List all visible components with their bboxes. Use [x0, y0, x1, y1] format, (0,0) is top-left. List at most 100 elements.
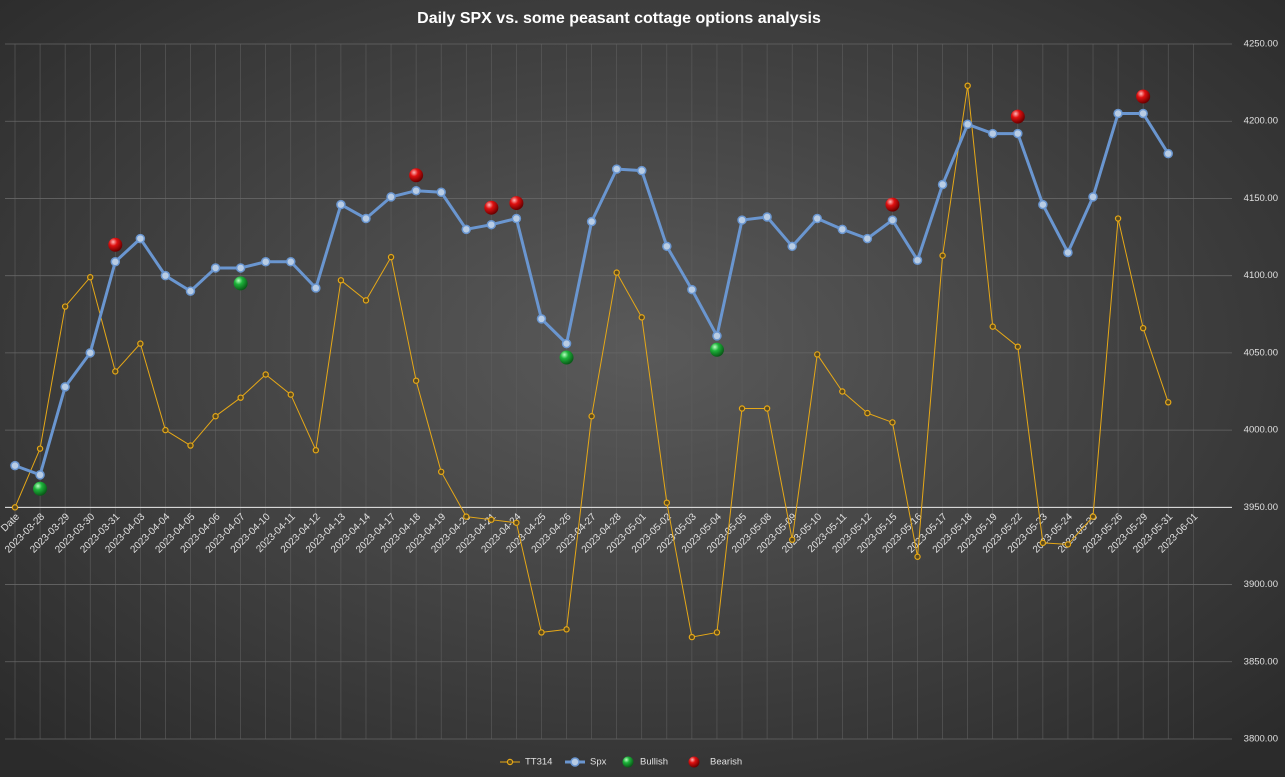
- point: [1165, 399, 1172, 406]
- point: [812, 213, 822, 224]
- y-tick-label: 4000.00: [1244, 425, 1278, 436]
- point: [237, 394, 244, 401]
- series-tt314: [11, 82, 1172, 641]
- legend-label: TT314: [525, 757, 552, 768]
- point: [937, 179, 948, 190]
- point: [463, 513, 470, 520]
- point: [436, 187, 446, 198]
- point: [35, 470, 45, 480]
- series-bearish: [108, 89, 1151, 252]
- point: [788, 536, 796, 543]
- point: [484, 200, 499, 215]
- point: [662, 241, 672, 252]
- point: [989, 323, 996, 330]
- point: [611, 164, 622, 174]
- point: [85, 348, 95, 358]
- point: [864, 409, 871, 417]
- point: [1014, 343, 1022, 350]
- point: [409, 168, 424, 183]
- y-tick-label: 4050.00: [1244, 347, 1278, 358]
- point: [964, 82, 971, 89]
- point: [563, 626, 570, 633]
- point: [1138, 108, 1148, 119]
- point: [885, 197, 900, 212]
- legend-label: Spx: [590, 757, 607, 768]
- point: [912, 255, 923, 265]
- point: [987, 128, 998, 139]
- point: [1039, 539, 1047, 547]
- legend-label: Bullish: [640, 757, 668, 768]
- point: [412, 377, 420, 384]
- point: [1038, 199, 1048, 210]
- point: [312, 446, 320, 454]
- point: [737, 215, 747, 225]
- y-tick-label: 4250.00: [1244, 39, 1278, 50]
- point: [488, 516, 495, 523]
- y-tick-label: 3800.00: [1244, 734, 1278, 745]
- point: [87, 274, 94, 281]
- point: [511, 213, 522, 224]
- point: [1113, 108, 1123, 119]
- point: [613, 269, 620, 276]
- point: [10, 460, 20, 471]
- point: [108, 237, 123, 252]
- point: [387, 253, 395, 261]
- point: [286, 257, 296, 267]
- point: [814, 351, 821, 358]
- point: [262, 371, 269, 378]
- point: [1163, 148, 1173, 159]
- point: [559, 350, 574, 365]
- legend-marker: [506, 758, 514, 766]
- point: [709, 342, 724, 357]
- point: [1063, 247, 1073, 258]
- y-tick-label: 4100.00: [1244, 270, 1278, 281]
- point: [687, 284, 697, 295]
- point: [663, 499, 671, 506]
- legend-marker: [622, 756, 634, 768]
- point: [787, 241, 797, 252]
- point: [137, 340, 144, 347]
- point: [160, 270, 171, 281]
- point: [638, 314, 645, 321]
- series-spx: [10, 108, 1173, 480]
- y-tick-label: 3900.00: [1244, 579, 1278, 590]
- y-tick-label: 4150.00: [1244, 193, 1278, 204]
- y-tick-label: 4200.00: [1244, 116, 1278, 127]
- point: [962, 119, 973, 130]
- point: [486, 219, 497, 230]
- point: [1139, 324, 1147, 332]
- point: [839, 388, 846, 395]
- point: [36, 445, 44, 452]
- point: [60, 382, 70, 392]
- point: [336, 199, 346, 210]
- point: [1010, 109, 1025, 124]
- point: [536, 314, 547, 324]
- legend: TT314 Spx Bullish Bearish: [500, 756, 742, 768]
- point: [461, 224, 472, 235]
- point: [362, 297, 370, 304]
- point: [1013, 128, 1023, 139]
- point: [586, 216, 597, 227]
- point: [738, 405, 746, 412]
- chart-title: Daily SPX vs. some peasant cottage optio…: [417, 10, 821, 27]
- point: [538, 629, 545, 636]
- legend-marker: [688, 756, 700, 768]
- series-bullish: [33, 276, 724, 496]
- point: [135, 233, 146, 244]
- point: [509, 196, 524, 211]
- point: [914, 553, 921, 560]
- point: [1089, 513, 1097, 520]
- point: [185, 286, 196, 296]
- point: [1136, 89, 1151, 104]
- legend-marker: [570, 757, 580, 767]
- legend-label: Bearish: [710, 757, 742, 768]
- point: [513, 519, 520, 526]
- point: [110, 257, 121, 267]
- point: [337, 277, 345, 284]
- point: [688, 633, 696, 641]
- point: [437, 468, 445, 476]
- point: [1064, 541, 1072, 548]
- point: [212, 413, 219, 420]
